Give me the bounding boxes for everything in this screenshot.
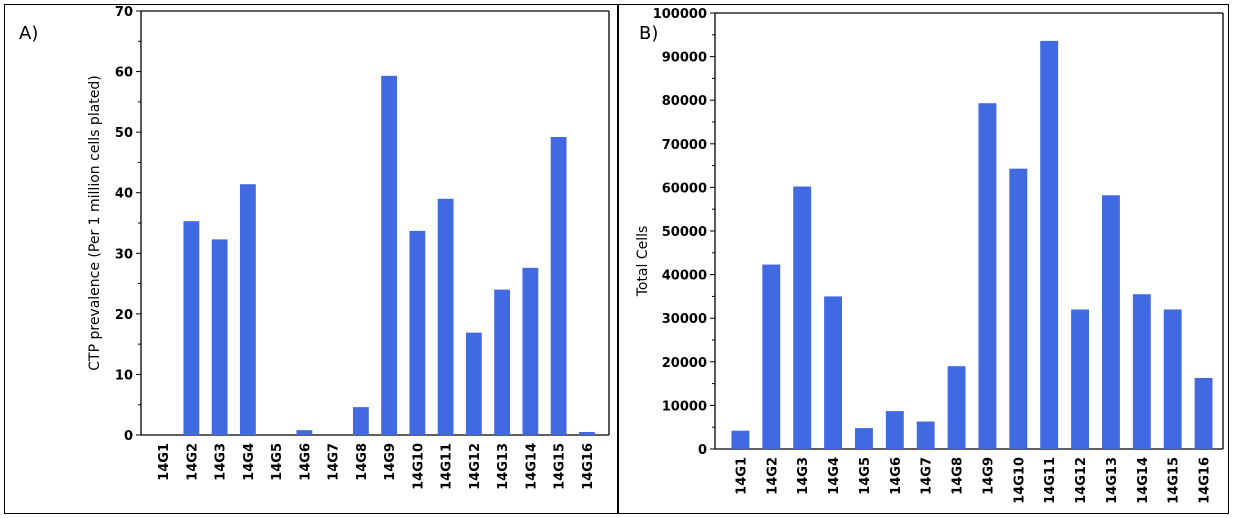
- x-tick-label: 14G1: [734, 457, 749, 495]
- x-tick-label: 14G6: [889, 457, 904, 495]
- x-tick-label: 14G4: [242, 443, 257, 481]
- bar-14G9: [381, 75, 398, 435]
- x-tick-label: 14G9: [981, 457, 996, 495]
- x-tick-label: 14G14: [1136, 457, 1151, 504]
- bar-14G8: [947, 366, 966, 449]
- x-tick-label: 14G15: [1167, 457, 1182, 504]
- bar-14G4: [239, 184, 256, 435]
- panel-label-a: A): [19, 23, 39, 44]
- y-tick-label: 10: [115, 368, 133, 383]
- bar-14G10: [409, 230, 426, 435]
- y-tick-label: 40000: [662, 269, 707, 284]
- y-tick-label: 50000: [662, 225, 707, 240]
- x-tick-label: 14G6: [298, 443, 313, 481]
- bar-14G3: [793, 186, 812, 449]
- y-tick-label: 80000: [662, 94, 707, 109]
- x-tick-label: 14G16: [581, 443, 596, 490]
- x-tick-label: 14G13: [1105, 457, 1120, 504]
- bar-14G16: [578, 431, 595, 435]
- x-tick-label: 14G12: [1074, 457, 1089, 504]
- panel-label-b: B): [639, 23, 659, 44]
- x-tick-label: 14G9: [383, 443, 398, 481]
- x-tick-label: 14G5: [270, 443, 285, 481]
- ctp-prevalence-chart: 0 10 20 30 40 50 60 70 CTP prevalence (Per 1 mil…: [87, 5, 610, 490]
- x-tick-label: 14G14: [524, 443, 539, 490]
- x-tick-label: 14G1: [157, 443, 172, 481]
- bar-14G3: [211, 239, 228, 435]
- y-axis-ticks: 0 10 20 30 40 50 60 70: [115, 5, 141, 444]
- y-axis-ticks: 0 10000 20000 30000 40000 50000 60000 70000 8000…: [653, 7, 715, 458]
- bar-14G5: [854, 428, 873, 449]
- bar-series: [731, 40, 1213, 450]
- x-axis-ticks: 14G1 14G2 14G3 14G4 14G5 14G6 14G7 14G8 14G9 14G1…: [734, 457, 1212, 504]
- bar-14G8: [352, 407, 369, 435]
- x-tick-label: 14G8: [951, 457, 966, 495]
- bar-14G7: [916, 421, 935, 449]
- x-tick-label: 14G10: [1012, 457, 1027, 504]
- x-axis-ticks: 14G1 14G2 14G3 14G4 14G5 14G6 14G7 14G8 14G9 14G1…: [157, 443, 596, 490]
- y-tick-label: 40: [115, 187, 133, 202]
- y-axis-label: CTP prevalence (Per 1 million cells plat…: [87, 75, 103, 370]
- y-tick-label: 60: [115, 66, 133, 81]
- bar-14G12: [1071, 309, 1090, 449]
- bar-14G15: [550, 136, 567, 435]
- bar-14G13: [494, 289, 511, 435]
- x-tick-label: 14G13: [496, 443, 511, 490]
- y-tick-label: 20: [115, 308, 133, 323]
- x-tick-label: 14G11: [440, 443, 455, 490]
- bar-14G14: [522, 267, 539, 435]
- x-tick-label: 14G3: [796, 457, 811, 495]
- bar-14G12: [465, 332, 482, 435]
- y-tick-label: 30: [115, 247, 133, 262]
- bar-14G11: [437, 198, 454, 435]
- y-tick-label: 90000: [662, 51, 707, 66]
- total-cells-chart: 0 10000 20000 30000 40000 50000 60000 70000 8000…: [635, 7, 1224, 504]
- chart-panel-a: A) 0 10 20 30 40 50 60 70 CTP prevalence (Per 1 …: [4, 4, 618, 514]
- y-axis-label: Total Cells: [635, 226, 651, 298]
- x-tick-label: 14G2: [185, 443, 200, 481]
- bar-14G4: [824, 296, 843, 449]
- x-tick-label: 14G8: [355, 443, 370, 481]
- bar-14G2: [183, 221, 200, 435]
- bar-14G2: [762, 264, 781, 449]
- bar-14G16: [1194, 377, 1213, 449]
- plot-area: [140, 10, 610, 436]
- bar-14G15: [1163, 309, 1182, 449]
- x-tick-label: 14G16: [1198, 457, 1213, 504]
- x-tick-label: 14G4: [827, 457, 842, 495]
- bar-14G11: [1040, 40, 1059, 450]
- bar-14G10: [1009, 168, 1028, 450]
- x-tick-label: 14G7: [327, 443, 342, 481]
- x-tick-label: 14G5: [858, 457, 873, 495]
- y-tick-label: 50: [115, 126, 133, 141]
- y-tick-label: 100000: [653, 7, 707, 22]
- x-tick-label: 14G2: [765, 457, 780, 495]
- x-tick-label: 14G11: [1043, 457, 1058, 504]
- bar-14G14: [1132, 294, 1151, 449]
- x-tick-label: 14G12: [468, 443, 483, 490]
- x-tick-label: 14G15: [553, 443, 568, 490]
- y-tick-label: 0: [698, 443, 707, 458]
- bar-series: [183, 75, 595, 435]
- bar-14G6: [885, 411, 904, 449]
- bar-14G6: [296, 430, 313, 435]
- x-tick-label: 14G3: [214, 443, 229, 481]
- y-tick-label: 70: [115, 5, 133, 20]
- x-tick-label: 14G10: [411, 443, 426, 490]
- bar-14G13: [1101, 195, 1120, 449]
- x-tick-label: 14G7: [920, 457, 935, 495]
- chart-panel-b: B) 0 10000 20000 30000 40000 50000 60000 70000 8…: [618, 4, 1229, 514]
- y-tick-label: 10000: [662, 399, 707, 414]
- bar-14G9: [978, 103, 997, 449]
- y-tick-label: 0: [124, 429, 133, 444]
- bar-14G1: [731, 430, 750, 449]
- y-tick-label: 20000: [662, 356, 707, 371]
- y-tick-label: 70000: [662, 138, 707, 153]
- y-tick-label: 30000: [662, 312, 707, 327]
- y-tick-label: 60000: [662, 181, 707, 196]
